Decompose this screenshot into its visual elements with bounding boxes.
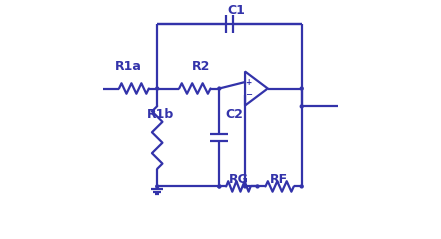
Circle shape	[243, 185, 247, 188]
Circle shape	[218, 185, 221, 188]
Text: −: −	[245, 91, 252, 99]
Text: RG: RG	[228, 173, 248, 186]
Text: +: +	[246, 77, 252, 87]
Circle shape	[218, 185, 221, 188]
Circle shape	[256, 185, 259, 188]
Circle shape	[300, 105, 303, 108]
Text: C2: C2	[225, 108, 243, 121]
Text: R2: R2	[192, 60, 210, 73]
Circle shape	[156, 185, 159, 188]
Circle shape	[300, 87, 303, 90]
Text: R1a: R1a	[115, 60, 142, 73]
Text: C1: C1	[227, 4, 245, 17]
Circle shape	[300, 185, 303, 188]
Circle shape	[218, 87, 221, 90]
Text: RF: RF	[270, 173, 288, 186]
Circle shape	[156, 87, 159, 90]
Text: R1b: R1b	[146, 108, 174, 121]
